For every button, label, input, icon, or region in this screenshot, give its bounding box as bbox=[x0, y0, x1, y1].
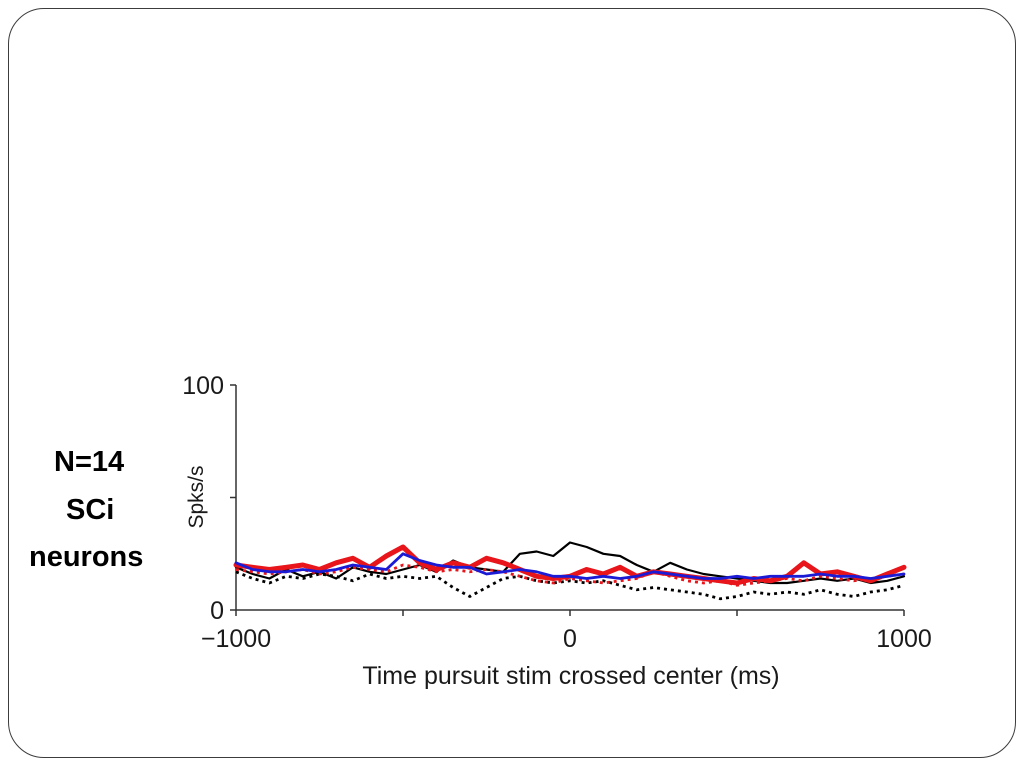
y-tick-label: 0 bbox=[210, 597, 224, 625]
x-tick-label: 1000 bbox=[876, 625, 932, 653]
x-tick-label: 0 bbox=[563, 625, 577, 653]
caption-area: SCi bbox=[66, 494, 115, 526]
series-line-5 bbox=[234, 552, 906, 580]
x-axis-title: Time pursuit stim crossed center (ms) bbox=[362, 662, 779, 690]
series-layer bbox=[233, 541, 907, 601]
y-axis-title: Spks/s bbox=[185, 465, 208, 528]
y-tick-label: 100 bbox=[182, 372, 224, 400]
series-line-1 bbox=[234, 541, 906, 585]
series-line-4 bbox=[235, 563, 905, 587]
series-line-2 bbox=[235, 570, 905, 601]
x-tick-label: −1000 bbox=[201, 625, 271, 653]
slide-frame bbox=[8, 8, 1016, 758]
caption-unit: neurons bbox=[29, 541, 144, 573]
caption-sample-size: N=14 bbox=[54, 446, 125, 478]
